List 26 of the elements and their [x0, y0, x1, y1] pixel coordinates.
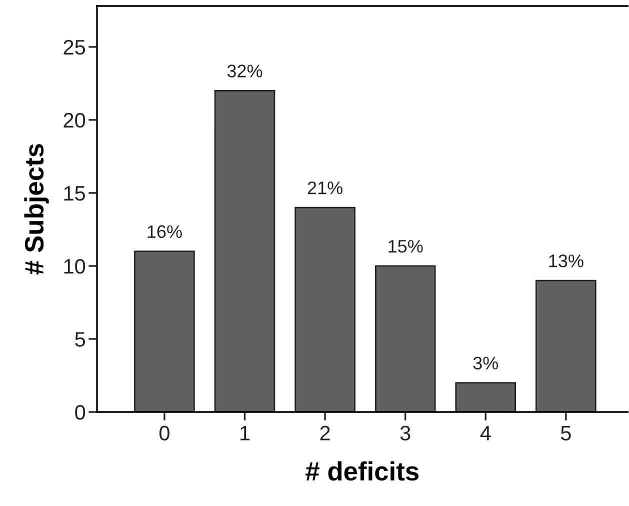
y-tick-label: 20 — [64, 112, 86, 128]
bar — [374, 265, 436, 412]
bar — [214, 90, 276, 412]
annotation: 21% — [308, 181, 342, 194]
x-tick-label: 4 — [480, 426, 491, 440]
bar — [134, 250, 195, 412]
y-axis-title: # Subjects — [24, 144, 49, 275]
annotation: 13% — [549, 254, 584, 268]
bar — [455, 382, 516, 412]
annotation: 32% — [227, 64, 262, 78]
x-tick-label: 3 — [400, 426, 410, 440]
x-axis-title: # deficits — [306, 461, 418, 481]
y-tick-label: 0 — [75, 405, 86, 420]
x-tick-label: 0 — [159, 426, 170, 440]
bar — [294, 206, 356, 412]
x-tick-label: 5 — [560, 426, 571, 440]
bar — [536, 280, 596, 412]
y-tick-label: 25 — [64, 40, 86, 55]
x-tick-label: 1 — [240, 426, 250, 440]
y-tick-label: 5 — [75, 332, 86, 347]
annotation: 3% — [473, 356, 498, 370]
x-tick-label: 2 — [320, 426, 330, 440]
y-tick-label: 10 — [64, 258, 86, 274]
annotation: 16% — [148, 225, 182, 238]
annotation: 15% — [388, 240, 423, 253]
y-tick-label: 15 — [64, 186, 86, 201]
